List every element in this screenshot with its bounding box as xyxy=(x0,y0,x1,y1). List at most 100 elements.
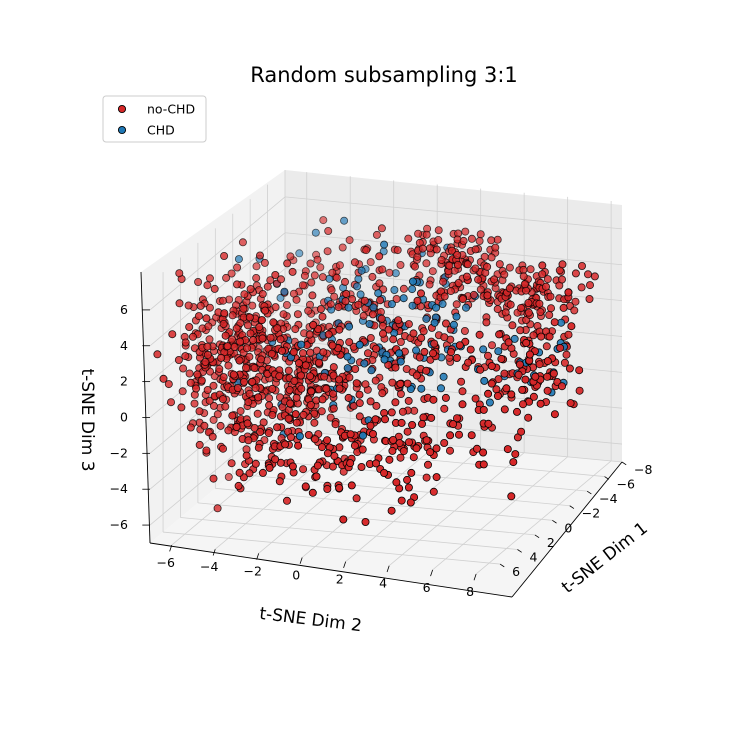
point-chd xyxy=(343,364,352,373)
point-no-chd xyxy=(258,334,267,343)
point-no-chd xyxy=(276,458,285,467)
point-no-chd xyxy=(318,395,327,404)
point-no-chd xyxy=(275,477,284,486)
point-no-chd xyxy=(388,378,397,387)
point-no-chd xyxy=(335,375,344,384)
point-no-chd xyxy=(385,268,394,277)
y-tick-label: 4 xyxy=(379,576,387,591)
point-no-chd xyxy=(484,419,493,428)
point-no-chd xyxy=(257,316,266,325)
point-no-chd xyxy=(282,300,291,309)
point-no-chd xyxy=(422,259,431,268)
point-no-chd xyxy=(407,468,416,477)
point-chd xyxy=(461,303,470,312)
point-no-chd xyxy=(417,419,426,428)
point-no-chd xyxy=(284,414,293,423)
y-tick-label: 6 xyxy=(423,580,431,595)
point-no-chd xyxy=(186,423,195,432)
point-no-chd xyxy=(294,359,303,368)
grid-line-x-floor xyxy=(250,458,588,492)
point-no-chd xyxy=(252,262,261,271)
point-no-chd xyxy=(208,432,217,441)
point-no-chd xyxy=(461,227,470,236)
point-no-chd xyxy=(507,492,516,501)
point-no-chd xyxy=(549,369,558,378)
point-no-chd xyxy=(404,234,413,243)
point-no-chd xyxy=(292,418,301,427)
point-no-chd xyxy=(535,360,544,369)
point-no-chd xyxy=(483,262,492,271)
point-no-chd xyxy=(355,390,364,399)
point-no-chd xyxy=(235,356,244,365)
point-no-chd xyxy=(571,269,580,278)
point-no-chd xyxy=(254,443,263,452)
point-no-chd xyxy=(177,403,186,412)
point-no-chd xyxy=(301,482,310,491)
point-no-chd xyxy=(464,358,473,367)
point-no-chd xyxy=(322,384,331,393)
point-no-chd xyxy=(313,461,322,470)
point-no-chd xyxy=(472,444,481,453)
point-no-chd xyxy=(440,292,449,301)
point-no-chd xyxy=(543,386,552,395)
point-no-chd xyxy=(335,384,344,393)
point-no-chd xyxy=(345,236,354,245)
point-no-chd xyxy=(355,412,364,421)
point-no-chd xyxy=(265,401,274,410)
point-no-chd xyxy=(205,274,214,283)
point-no-chd xyxy=(222,273,231,282)
y-tick-mark xyxy=(212,549,216,556)
point-no-chd xyxy=(248,377,257,386)
data-points xyxy=(153,216,599,527)
point-no-chd xyxy=(181,338,190,347)
x-tick-mark xyxy=(604,476,610,480)
point-no-chd xyxy=(327,286,336,295)
point-no-chd xyxy=(324,330,333,339)
point-no-chd xyxy=(352,494,361,503)
point-no-chd xyxy=(246,329,255,338)
point-chd xyxy=(295,249,304,258)
point-no-chd xyxy=(288,267,297,276)
point-no-chd xyxy=(230,342,239,351)
point-no-chd xyxy=(218,395,227,404)
point-no-chd xyxy=(306,372,315,381)
point-no-chd xyxy=(299,410,308,419)
point-no-chd xyxy=(209,415,218,424)
point-no-chd xyxy=(471,394,480,403)
point-no-chd xyxy=(375,252,384,261)
point-no-chd xyxy=(419,327,428,336)
point-no-chd xyxy=(213,504,222,513)
point-no-chd xyxy=(570,306,579,315)
point-no-chd xyxy=(286,433,295,442)
point-no-chd xyxy=(317,407,326,416)
grid-line-x-floor xyxy=(180,517,518,550)
point-chd xyxy=(367,366,376,375)
point-no-chd xyxy=(460,326,469,335)
point-no-chd xyxy=(535,299,544,308)
point-no-chd xyxy=(547,304,556,313)
y-tick-mark xyxy=(169,544,173,552)
grid-line-y-floor xyxy=(432,456,568,571)
point-no-chd xyxy=(314,358,323,367)
point-no-chd xyxy=(515,360,524,369)
point-no-chd xyxy=(422,436,431,445)
point-no-chd xyxy=(387,408,396,417)
point-no-chd xyxy=(487,379,496,388)
point-no-chd xyxy=(238,238,247,247)
point-chd xyxy=(480,376,489,385)
x-tick-label: −2 xyxy=(582,506,600,521)
point-no-chd xyxy=(347,481,356,490)
point-no-chd xyxy=(467,431,476,440)
point-no-chd xyxy=(329,363,338,372)
point-no-chd xyxy=(560,358,569,367)
point-no-chd xyxy=(403,427,412,436)
point-no-chd xyxy=(330,292,339,301)
point-no-chd xyxy=(205,303,214,312)
point-no-chd xyxy=(545,332,554,341)
point-no-chd xyxy=(366,258,375,267)
grid-line-x-floor xyxy=(215,487,553,521)
point-no-chd xyxy=(584,270,593,279)
point-no-chd xyxy=(296,371,305,380)
point-no-chd xyxy=(224,426,233,435)
point-no-chd xyxy=(252,273,261,282)
